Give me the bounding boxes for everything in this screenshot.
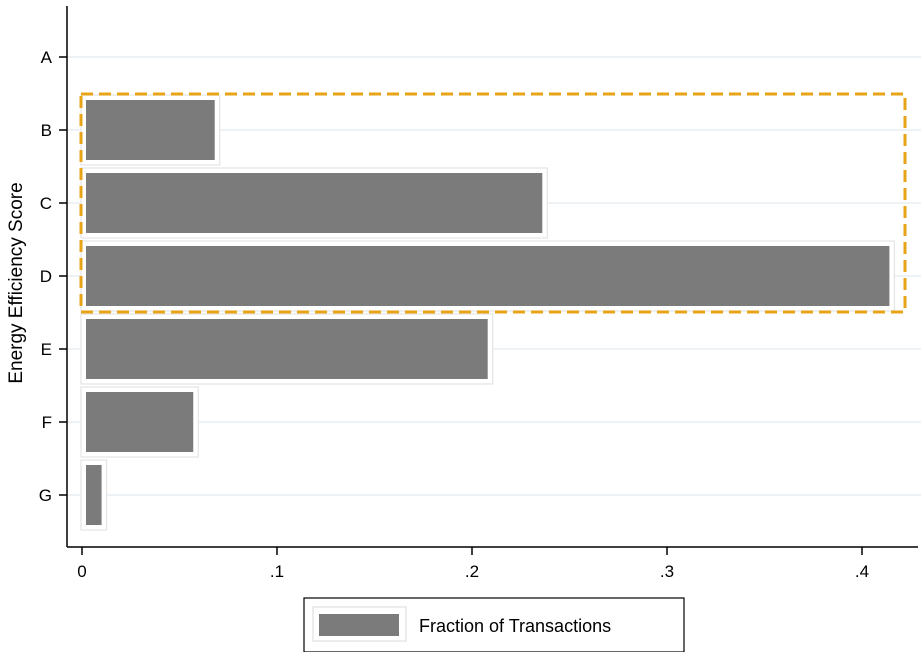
bar-C	[86, 173, 543, 233]
bar-G	[86, 465, 102, 525]
y-tick-label: C	[40, 194, 52, 213]
y-tick-label: D	[40, 267, 52, 286]
legend-swatch	[319, 614, 399, 636]
bar-F	[86, 392, 194, 452]
bar-E	[86, 319, 488, 379]
bar-B	[86, 100, 215, 160]
bars	[80, 94, 896, 531]
bar-D	[86, 246, 890, 306]
y-tick-label: A	[41, 48, 53, 67]
legend: Fraction of Transactions	[303, 597, 685, 652]
y-axis-title: Energy Efficiency Score	[6, 182, 27, 383]
y-tick-label: G	[39, 486, 52, 505]
y-tick-label: E	[41, 340, 52, 359]
x-tick-label: 0	[77, 562, 86, 581]
legend-label: Fraction of Transactions	[419, 616, 611, 636]
x-tick-labels: 0 .1 .2 .3 .4	[77, 562, 869, 581]
y-tick-label: B	[41, 121, 52, 140]
x-tick-label: .2	[465, 562, 479, 581]
y-tick-label: F	[42, 413, 52, 432]
axes	[59, 6, 918, 555]
x-tick-label: .1	[270, 562, 284, 581]
x-tick-label: .3	[660, 562, 674, 581]
y-tick-labels: A B C D E F G	[39, 48, 53, 505]
x-tick-label: .4	[855, 562, 869, 581]
